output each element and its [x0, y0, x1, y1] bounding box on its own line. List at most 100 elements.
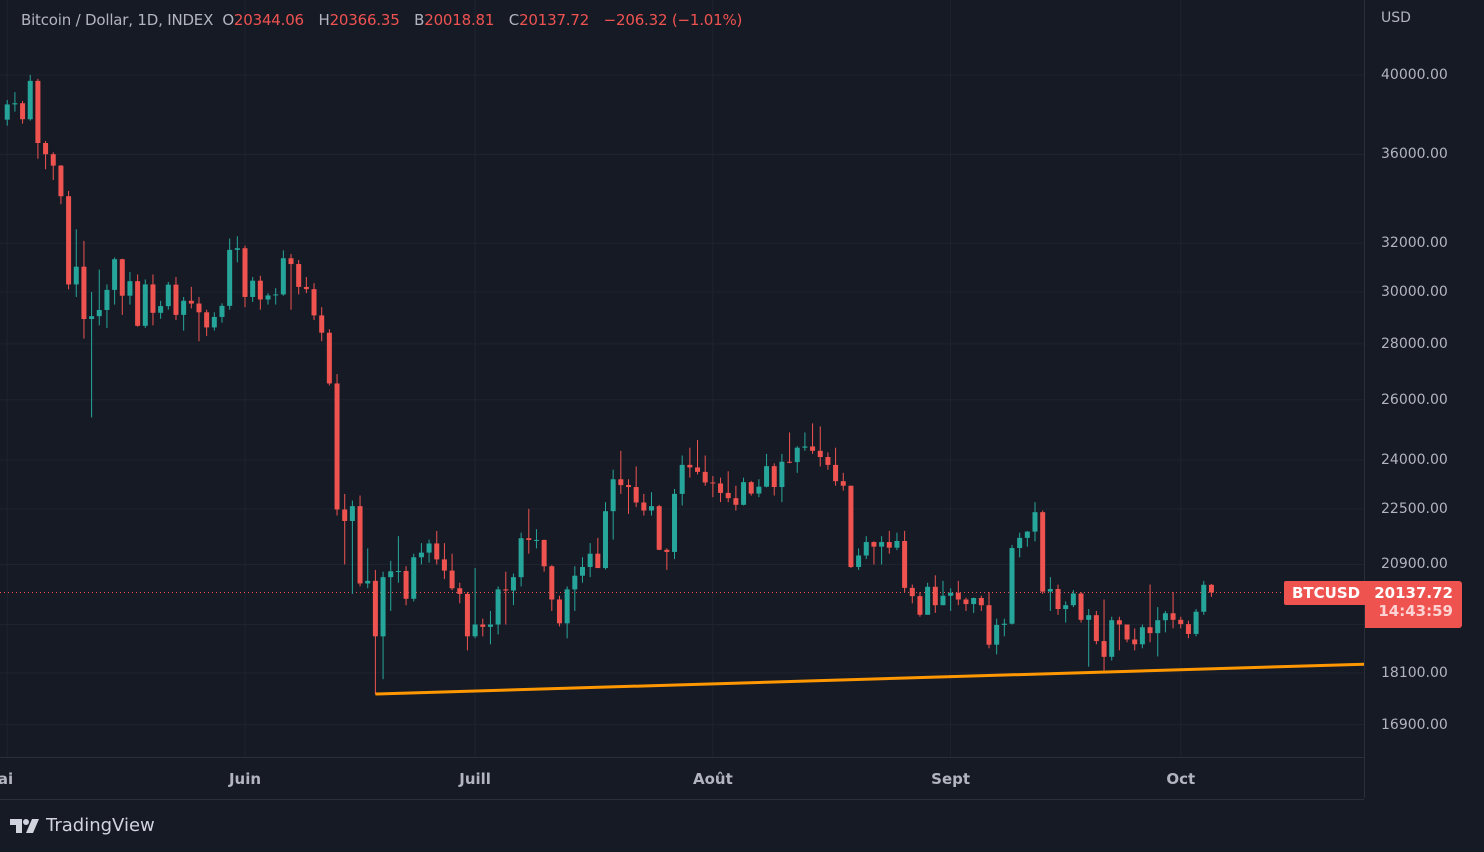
candle [119, 258, 125, 315]
candle [280, 250, 286, 296]
candle [1201, 580, 1207, 615]
candles [4, 75, 1214, 695]
candle-body [879, 542, 885, 547]
candle [35, 78, 41, 159]
currency-label: USD [1381, 10, 1411, 26]
candle-body [986, 605, 992, 645]
candle [1078, 591, 1084, 623]
candle-body [940, 595, 946, 606]
footer: TradingView [0, 799, 1484, 852]
price-tick-label: 24000.00 [1381, 452, 1448, 469]
price-chart[interactable] [0, 0, 1364, 757]
candle [702, 455, 708, 486]
candle-body [710, 482, 716, 484]
candle [1047, 577, 1053, 611]
candle-body [449, 570, 455, 589]
candle [135, 274, 141, 327]
candle-body [1055, 589, 1061, 610]
time-axis[interactable]: Mai Juin Juill Août Sept Oct [0, 757, 1364, 800]
candle [441, 543, 447, 580]
candle-body [1009, 548, 1015, 624]
candle-body [994, 624, 1000, 645]
candle [1070, 590, 1076, 608]
candle [664, 548, 670, 570]
close-label: C [508, 11, 520, 29]
candle-body [649, 506, 655, 511]
candle [357, 495, 363, 587]
candle-body [81, 266, 87, 320]
candle-body [718, 483, 724, 493]
bar-countdown: 14:43:59 [1378, 602, 1453, 620]
candle [602, 502, 608, 570]
candle [395, 536, 401, 583]
candle [879, 536, 885, 565]
candle [909, 584, 915, 604]
candle-body [464, 593, 470, 637]
candle-body [288, 258, 294, 265]
candle-body [526, 538, 532, 540]
candle [457, 582, 463, 604]
support-trendline[interactable] [375, 662, 1364, 696]
candle-body [457, 588, 463, 594]
candle [810, 423, 816, 454]
price-axis[interactable]: USD 40000.00 36000.00 32000.00 30000.00 2800… [1364, 0, 1484, 798]
candle [871, 541, 877, 565]
candle-body [1032, 512, 1038, 532]
candle [326, 329, 332, 386]
candle [487, 610, 493, 645]
candle-body [771, 466, 777, 488]
tradingview-logo[interactable]: TradingView [10, 815, 155, 836]
candle-body [165, 284, 171, 307]
candle [372, 569, 378, 695]
candle-body [418, 552, 424, 558]
candle-body [1208, 584, 1214, 593]
candle [1193, 609, 1199, 637]
high-value: 20366.35 [329, 11, 400, 29]
candle [641, 493, 647, 516]
candle [342, 493, 348, 565]
candle-body [480, 624, 486, 627]
candle [649, 492, 655, 516]
candle-body [579, 566, 585, 576]
legend-header: Bitcoin / Dollar, 1D, INDEX O20344.06 H2… [21, 11, 752, 29]
candle [556, 595, 562, 627]
candle [518, 532, 524, 587]
candle [825, 452, 831, 470]
candle [365, 548, 371, 589]
candle-body [971, 598, 977, 605]
candle [863, 536, 869, 560]
candle-body [664, 549, 670, 552]
candle-body [687, 464, 693, 468]
candle [12, 92, 18, 112]
candle [227, 238, 233, 310]
candle [1001, 618, 1007, 637]
candle-body [733, 498, 739, 505]
candle-body [227, 249, 233, 306]
candle-body [1132, 639, 1138, 645]
candle [1208, 583, 1214, 597]
candle-body [1178, 619, 1184, 625]
price-tick-label: 18100.00 [1381, 664, 1448, 681]
candle [50, 152, 56, 181]
candle-body [1040, 512, 1046, 592]
candle-body [549, 566, 555, 600]
candle-body [20, 103, 26, 120]
candle [311, 283, 317, 321]
candle-body [1070, 593, 1076, 606]
candle [848, 485, 854, 569]
candle-body [871, 542, 877, 547]
candle [196, 296, 202, 342]
last-price-value: 20137.72 [1374, 584, 1453, 602]
candle-body [250, 280, 256, 297]
candle-body [595, 553, 601, 569]
candle [579, 557, 585, 583]
candle [334, 374, 340, 516]
candle-body [12, 103, 18, 105]
candle-body [725, 492, 731, 499]
candle [303, 276, 309, 294]
candle-body [50, 154, 56, 166]
candle [748, 480, 754, 496]
candle [142, 279, 148, 328]
candle-body [326, 332, 332, 384]
candle-body [127, 281, 133, 296]
